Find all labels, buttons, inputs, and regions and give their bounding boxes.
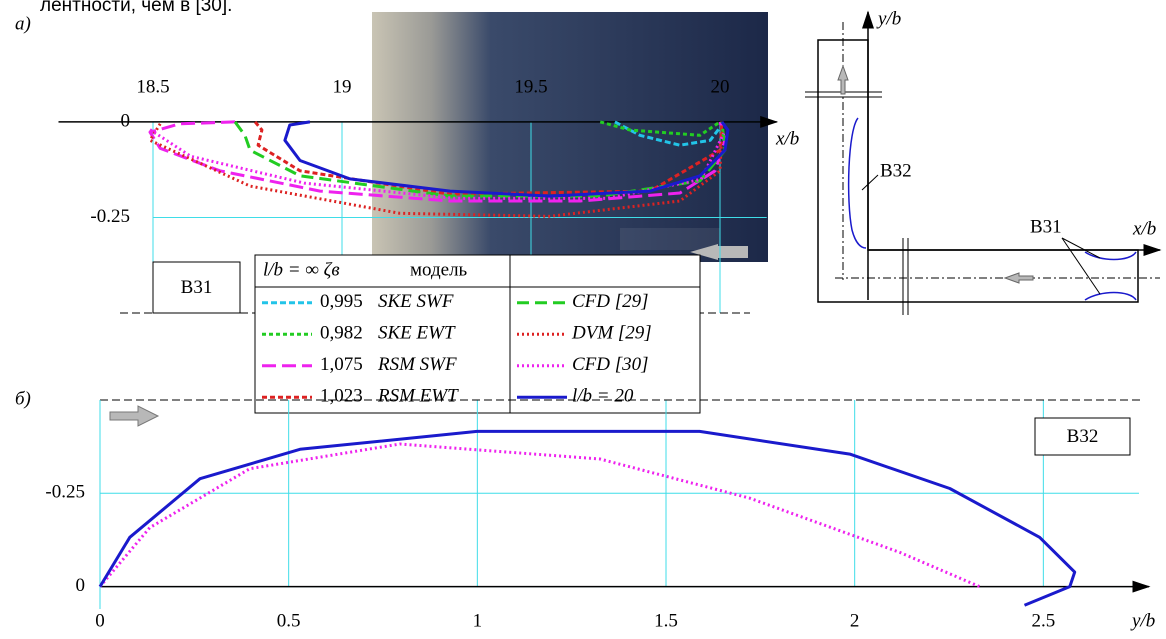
legend-zeta: 0,982	[320, 323, 363, 344]
bubble-b31	[1084, 251, 1137, 261]
legend: l/b = ∞ ζв модель 0,995 SKE SWF 0,982 SKE EWT…	[254, 254, 701, 414]
y-tick-label: 0	[121, 110, 131, 131]
flow-arrow	[837, 64, 849, 95]
series-line	[599, 120, 721, 137]
x-tick-label: 0.5	[277, 610, 301, 631]
region-box	[152, 261, 241, 314]
legend-label: CFD [29]	[572, 291, 649, 312]
bubble-b31	[1084, 291, 1137, 301]
series-line	[148, 123, 724, 218]
header-text: лентности, чем в [30].	[40, 0, 232, 16]
series-line	[98, 442, 981, 588]
leader	[1061, 237, 1101, 295]
region-label: B31	[181, 277, 213, 298]
axis-label: x/b	[1132, 218, 1156, 239]
bubble-b32	[847, 117, 867, 249]
photo-detail	[620, 228, 720, 250]
series-line	[614, 120, 724, 147]
x-tick-label: 1.5	[654, 610, 678, 631]
flow-arrow	[1003, 272, 1034, 284]
panel-label: б)	[15, 388, 31, 409]
x-tick-label: 18.5	[136, 76, 169, 97]
y-tick-label: 0	[76, 575, 86, 596]
legend-label: DVM [29]	[571, 323, 652, 344]
leader	[861, 174, 879, 191]
region-label: B31	[1030, 216, 1062, 237]
legend-header: модель	[410, 259, 468, 280]
region-label: B32	[1067, 426, 1099, 447]
legend-header: l/b = ∞ ζв	[263, 259, 340, 280]
legend-zeta: 1,023	[320, 386, 363, 407]
x-tick-label: 19.5	[514, 76, 547, 97]
schematic	[805, 10, 1162, 315]
y-tick-label: -0.25	[45, 482, 85, 503]
region-label: B32	[880, 160, 912, 181]
legend-box	[254, 254, 701, 414]
x-tick-label: 2	[850, 610, 860, 631]
y-tick-label: -0.25	[90, 206, 130, 227]
x-tick-label: 1	[473, 610, 483, 631]
x-tick-label: 20	[711, 76, 730, 97]
legend-label: RSM SWF	[377, 354, 457, 375]
x-tick-label: 19	[333, 76, 352, 97]
series-line	[233, 121, 727, 198]
legend-label: RSM EWT	[377, 386, 459, 407]
legend-zeta: 0,995	[320, 291, 363, 312]
panel-label: а)	[15, 13, 31, 34]
legend-label: SKE SWF	[378, 291, 454, 312]
flow-arrow	[690, 244, 748, 260]
x-tick-label: 0	[95, 610, 105, 631]
channel	[817, 39, 1139, 303]
legend-zeta: 1,075	[320, 354, 363, 375]
legend-label: l/b = 20	[572, 386, 634, 407]
leader	[1061, 237, 1101, 259]
axis-label: y/b	[876, 8, 901, 29]
series-line	[98, 429, 1077, 607]
photo	[372, 12, 768, 262]
flow-arrow	[109, 405, 160, 427]
x-tick-label: 2.5	[1031, 610, 1055, 631]
x-axis-label: y/b	[1130, 610, 1155, 631]
legend-label: SKE EWT	[378, 323, 456, 344]
legend-label: CFD [30]	[572, 354, 649, 375]
series-line	[148, 120, 727, 203]
x-axis-label: x/b	[775, 128, 799, 149]
series-line	[283, 120, 730, 198]
region-box	[1034, 417, 1131, 456]
